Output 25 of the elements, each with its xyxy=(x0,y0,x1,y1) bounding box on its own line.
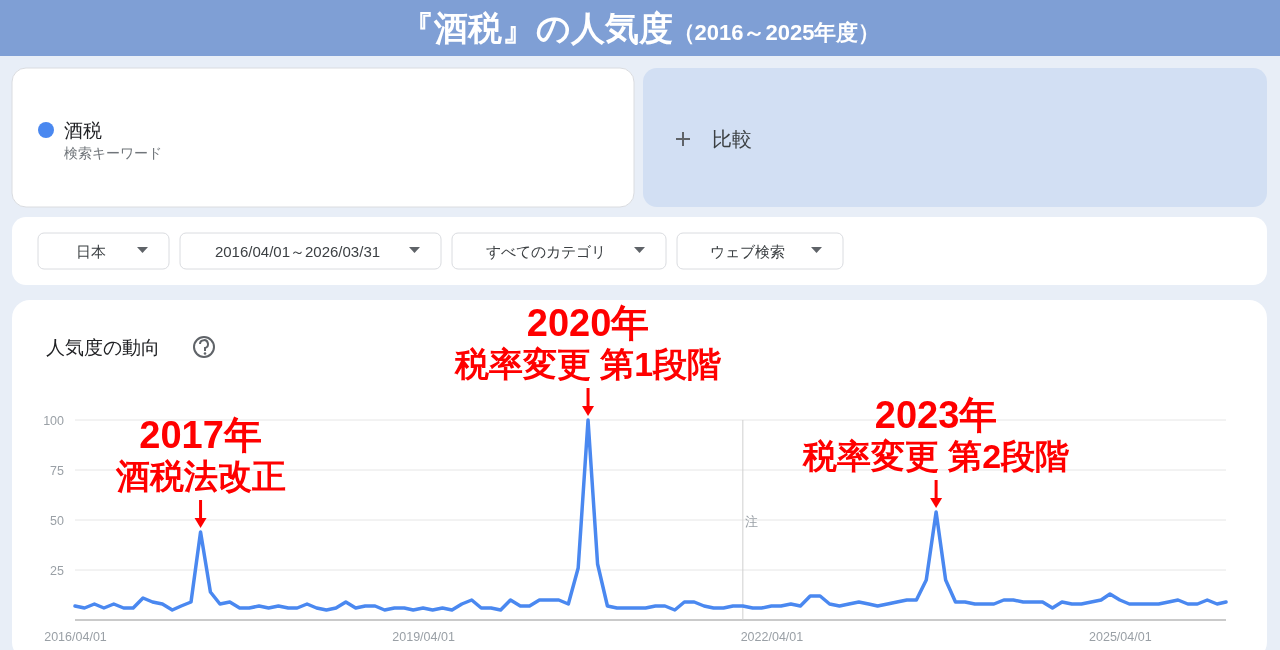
annotation: 税率変更 第2段階 xyxy=(801,437,1071,475)
y-tick-label: 100 xyxy=(43,413,65,428)
text: 人気度の動向 xyxy=(46,337,160,358)
text: 日本 xyxy=(75,243,106,260)
text: 検索キーワード xyxy=(64,145,162,161)
chart-title: 『酒税』の人気度 xyxy=(399,9,673,47)
annotation: 税率変更 第1段階 xyxy=(453,345,723,383)
y-tick-label: 50 xyxy=(50,513,65,528)
annotation: 2023年 xyxy=(874,394,998,436)
chart-subtitle: （2016～2025年度） xyxy=(672,20,881,45)
annotation: 2020年 xyxy=(526,302,650,344)
x-tick-label: 2025/04/01 xyxy=(1089,629,1152,644)
text: すべてのカテゴリ xyxy=(486,243,606,260)
text: ウェブ検索 xyxy=(709,243,785,260)
y-tick-label: 75 xyxy=(50,463,65,478)
y-tick-label: 25 xyxy=(50,563,65,578)
text: 2016/04/01～2026/03/31 xyxy=(214,243,381,260)
annotation: 酒税法改正 xyxy=(114,457,286,495)
x-tick-label: 2016/04/01 xyxy=(44,629,107,644)
annotation: 2017年 xyxy=(139,414,262,456)
x-tick-label: 2019/04/01 xyxy=(392,629,455,644)
text: 比較 xyxy=(712,128,752,150)
x-tick-label: 2022/04/01 xyxy=(740,629,804,644)
legend-label: 酒税 xyxy=(64,120,102,141)
ref-line-label: 注 xyxy=(744,514,758,529)
